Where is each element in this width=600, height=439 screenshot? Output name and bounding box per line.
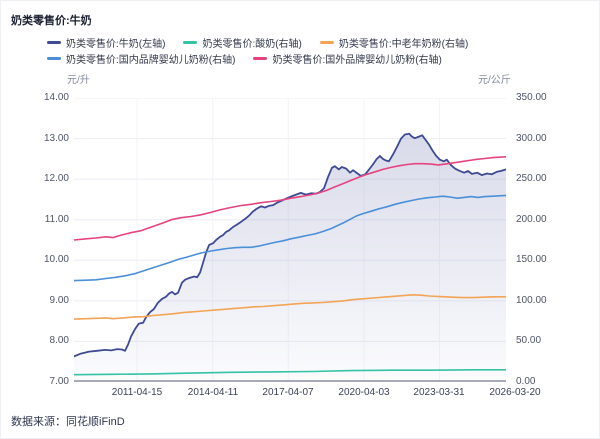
x-axis-tick: 2014-04-11 xyxy=(187,387,239,398)
legend: 奶类零售价:牛奶(左轴) 奶类零售价:酸奶(右轴) 奶类零售价:中老年奶粉(右轴… xyxy=(47,34,567,66)
page-title: 奶类零售价:牛奶 xyxy=(11,15,92,27)
right-axis-tick: 250.00 xyxy=(516,173,547,184)
x-axis-tick: 2023-03-31 xyxy=(413,387,465,398)
legend-item-milk[interactable]: 奶类零售价:牛奶(左轴) xyxy=(47,35,165,50)
legend-item-foreign-infant-formula[interactable]: 奶类零售价:国外品牌婴幼儿奶粉(右轴) xyxy=(253,51,442,66)
legend-item-yogurt[interactable]: 奶类零售价:酸奶(右轴) xyxy=(183,35,302,50)
legend-row-1: 奶类零售价:牛奶(左轴) 奶类零售价:酸奶(右轴) 奶类零售价:中老年奶粉(右轴… xyxy=(47,34,567,50)
data-source: 数据来源：同花顺iFinD xyxy=(11,416,125,428)
line-marker-icon xyxy=(183,40,198,44)
legend-item-domestic-infant-formula[interactable]: 奶类零售价:国内品牌婴幼儿奶粉(右轴) xyxy=(47,51,235,66)
left-axis-tick: 12.00 xyxy=(43,173,69,184)
right-axis-tick: 350.00 xyxy=(516,92,547,103)
right-axis-tick: 50.00 xyxy=(516,335,542,346)
legend-label: 奶类零售价:国内品牌婴幼儿奶粉(右轴) xyxy=(66,54,236,66)
left-axis-tick: 10.00 xyxy=(43,254,69,265)
right-axis-tick: 150.00 xyxy=(516,254,547,265)
right-axis-unit: 元/公斤 xyxy=(478,75,511,86)
left-axis-tick: 13.00 xyxy=(43,133,69,144)
line-marker-icon xyxy=(319,40,334,44)
left-axis-tick: 9.00 xyxy=(49,295,69,306)
plot-area[interactable] xyxy=(74,98,506,382)
legend-item-elder-milk-powder[interactable]: 奶类零售价:中老年奶粉(右轴) xyxy=(319,35,469,50)
right-axis-tick: 200.00 xyxy=(516,214,547,225)
right-axis-tick: 0.00 xyxy=(516,376,536,387)
x-axis-tick: 2017-04-07 xyxy=(262,387,314,398)
right-axis-tick: 100.00 xyxy=(516,295,547,306)
line-marker-icon xyxy=(253,56,268,60)
left-axis-tick: 7.00 xyxy=(49,376,69,387)
legend-label: 奶类零售价:牛奶(左轴) xyxy=(66,38,166,50)
left-axis-tick: 8.00 xyxy=(49,335,69,346)
x-axis-tick: 2026-03-20 xyxy=(489,387,541,398)
legend-row-2: 奶类零售价:国内品牌婴幼儿奶粉(右轴) 奶类零售价:国外品牌婴幼儿奶粉(右轴) xyxy=(47,50,567,66)
left-axis-tick: 11.00 xyxy=(44,214,69,225)
right-axis-tick: 300.00 xyxy=(516,133,547,144)
legend-label: 奶类零售价:酸奶(右轴) xyxy=(202,38,302,50)
x-axis-tick: 2020-04-03 xyxy=(338,387,390,398)
legend-label: 奶类零售价:国外品牌婴幼儿奶粉(右轴) xyxy=(272,54,442,66)
left-axis-tick: 14.00 xyxy=(43,92,69,103)
legend-label: 奶类零售价:中老年奶粉(右轴) xyxy=(338,38,469,50)
x-axis-tick: 2011-04-15 xyxy=(111,387,163,398)
line-marker-icon xyxy=(47,56,61,60)
left-axis-unit: 元/升 xyxy=(67,75,90,86)
line-marker-icon xyxy=(47,40,61,44)
